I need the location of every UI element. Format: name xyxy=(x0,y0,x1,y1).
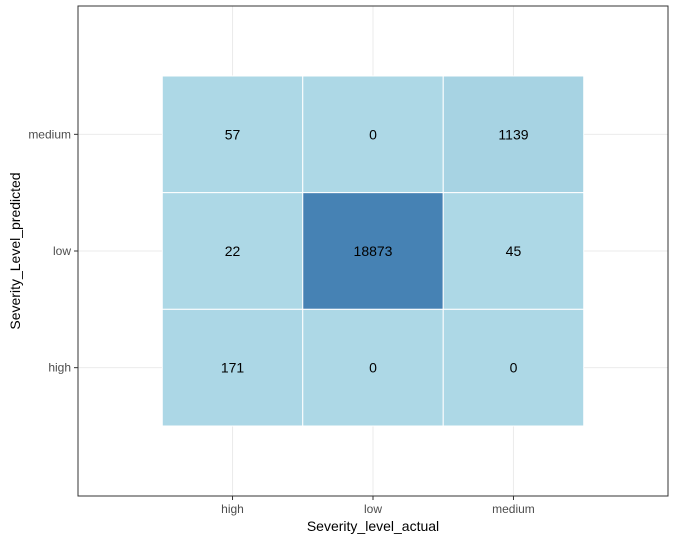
x-tick-label-medium: medium xyxy=(492,502,535,516)
cell-value-low-high: 0 xyxy=(369,360,377,376)
y-tick-label-medium: medium xyxy=(28,127,71,141)
heatmap-cell-medium-low xyxy=(442,192,585,310)
x-axis-ticks: high low medium xyxy=(221,496,535,516)
heatmap-cell-high-high xyxy=(161,308,304,427)
cell-value-medium-medium: 1139 xyxy=(498,126,528,142)
cell-value-labels: 57 0 1139 22 18873 45 171 0 0 xyxy=(221,126,529,375)
cell-value-high-high: 171 xyxy=(221,360,245,376)
cell-value-medium-low: 45 xyxy=(506,243,522,259)
x-tick-label-high: high xyxy=(221,502,244,516)
cell-value-high-low: 22 xyxy=(225,243,241,259)
y-axis-ticks: high low medium xyxy=(28,127,78,375)
heatmap-cell-medium-high xyxy=(442,308,585,427)
y-axis-title: Severity_Level_predicted xyxy=(7,172,23,329)
heatmap-cells xyxy=(161,75,585,427)
y-tick-label-high: high xyxy=(48,361,71,375)
cell-value-low-medium: 0 xyxy=(369,126,377,142)
heatmap-cell-low-high xyxy=(302,308,444,427)
y-tick-label-low: low xyxy=(53,244,71,258)
x-axis-title: Severity_level_actual xyxy=(307,518,439,534)
x-tick-label-low: low xyxy=(364,502,382,516)
cell-value-high-medium: 57 xyxy=(225,126,241,142)
cell-value-medium-high: 0 xyxy=(510,360,518,376)
cell-value-low-low: 18873 xyxy=(354,243,393,259)
